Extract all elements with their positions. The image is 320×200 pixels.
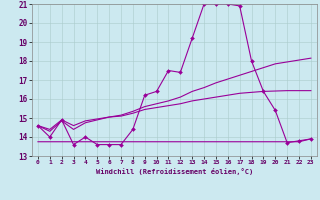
X-axis label: Windchill (Refroidissement éolien,°C): Windchill (Refroidissement éolien,°C) — [96, 168, 253, 175]
